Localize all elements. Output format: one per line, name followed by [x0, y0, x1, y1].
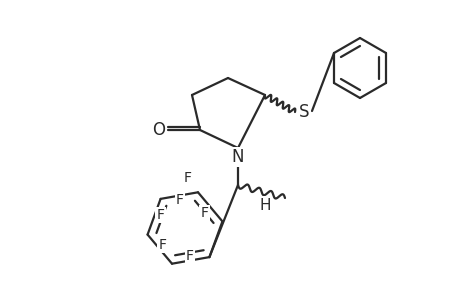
Text: F: F	[176, 193, 184, 207]
Text: F: F	[200, 206, 208, 220]
Text: F: F	[185, 249, 194, 263]
Text: F: F	[156, 208, 164, 222]
Text: H: H	[259, 197, 270, 212]
Text: F: F	[158, 238, 166, 252]
Text: F: F	[184, 171, 191, 185]
Text: N: N	[231, 148, 244, 166]
Text: S: S	[298, 103, 308, 121]
Text: O: O	[152, 121, 165, 139]
